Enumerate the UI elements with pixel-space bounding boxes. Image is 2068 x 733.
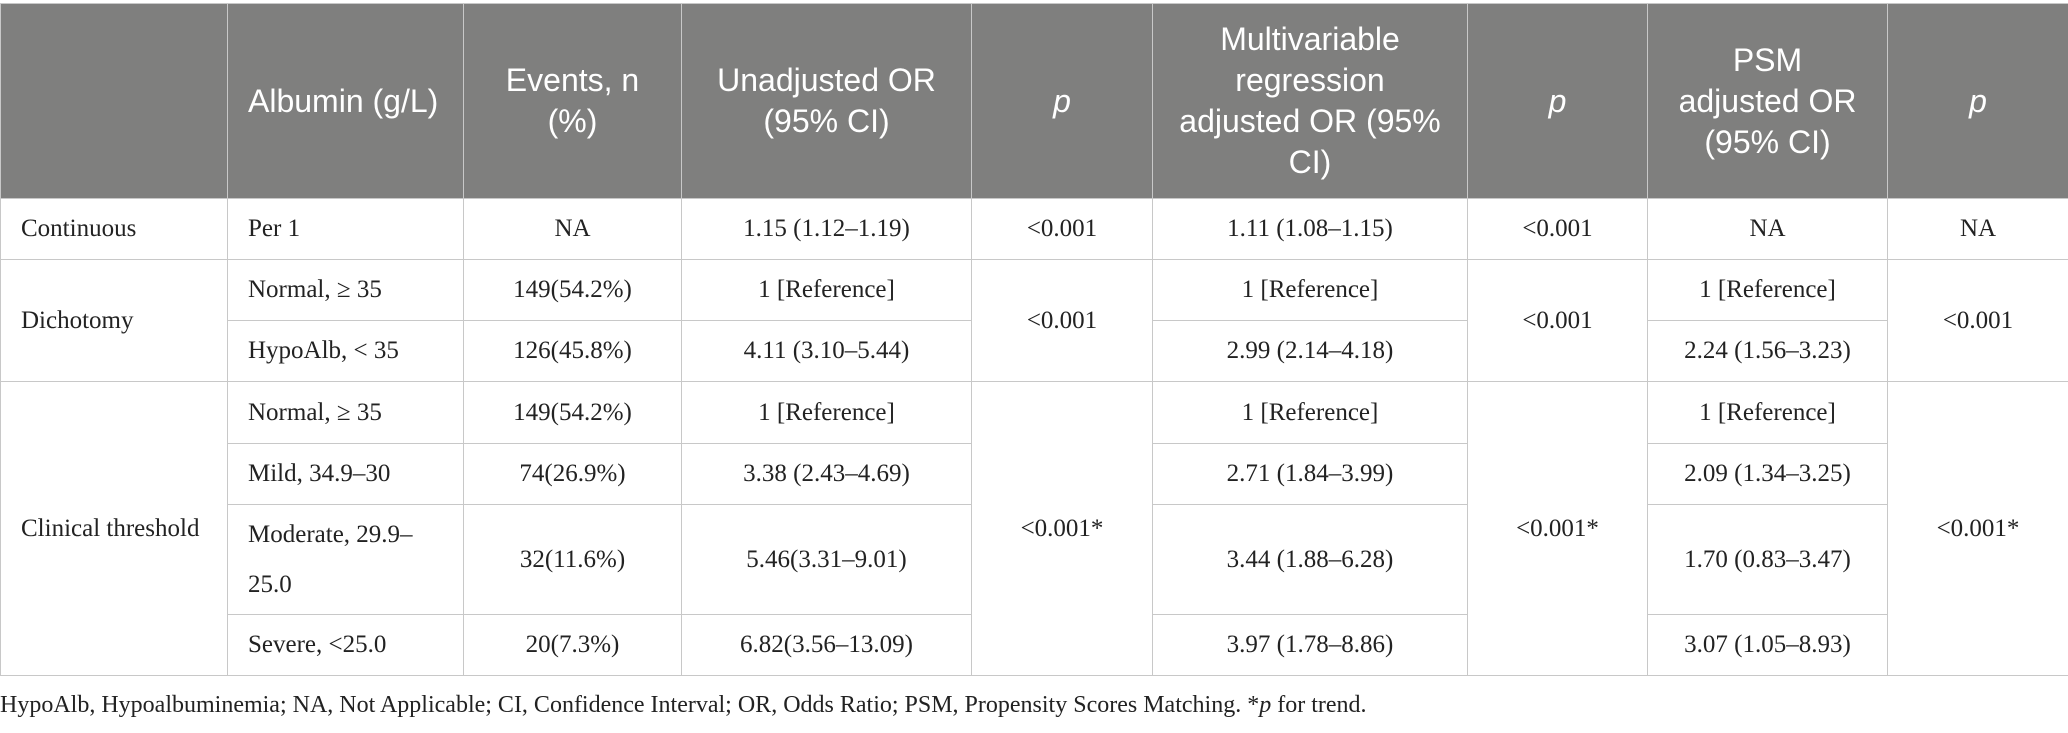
cell-p-multivariable: <0.001*	[1467, 381, 1648, 676]
cell-unadjusted-or: 1 [Reference]	[681, 381, 972, 444]
cell-psm-or: 1.70 (0.83–3.47)	[1647, 504, 1888, 615]
cell-p-unadjusted: <0.001	[971, 259, 1153, 382]
table-row: Severe, <25.0 20(7.3%) 6.82(3.56–13.09) …	[1, 614, 2068, 676]
cell-psm-or: NA	[1647, 198, 1888, 260]
cell-unadjusted-or: 3.38 (2.43–4.69)	[681, 443, 972, 505]
header-events: Events, n (%)	[463, 3, 682, 199]
header-p-unadjusted: p	[971, 3, 1153, 199]
cell-p-psm: <0.001	[1887, 259, 2068, 382]
table-row: Dichotomy Normal, ≥ 35 149(54.2%) 1 [Ref…	[0, 259, 2068, 382]
cell-multivariable-or: 2.71 (1.84–3.99)	[1152, 443, 1468, 505]
header-unadjusted-or: Unadjusted OR (95% CI)	[681, 3, 972, 199]
cell-p-unadjusted: <0.001	[971, 198, 1153, 260]
header-row: Albumin (g/L) Events, n (%) Unadjusted O…	[0, 3, 2068, 199]
cell-multivariable-or: 1.11 (1.08–1.15)	[1152, 198, 1468, 260]
table-row: Moderate, 29.9–25.0 32(11.6%) 5.46(3.31–…	[1, 504, 2068, 615]
cell-p-psm: <0.001*	[1887, 381, 2068, 676]
footnote-text: HypoAlb, Hypoalbuminemia; NA, Not Applic…	[0, 692, 1260, 718]
header-multivariable-or: Multivariable regression adjusted OR (95…	[1152, 3, 1468, 199]
cell-events: 74(26.9%)	[463, 443, 682, 505]
cell-events: 149(54.2%)	[463, 381, 682, 444]
cell-psm-or: 2.24 (1.56–3.23)	[1647, 320, 1888, 382]
cell-unadjusted-or: 5.46(3.31–9.01)	[681, 504, 972, 615]
header-p-multivariable: p	[1467, 3, 1648, 199]
header-psm-or: PSM adjusted OR (95% CI)	[1647, 3, 1888, 199]
cell-events: 149(54.2%)	[463, 259, 682, 321]
cell-albumin: Mild, 34.9–30	[227, 443, 464, 505]
cell-events: 126(45.8%)	[463, 320, 682, 382]
cell-psm-or: 3.07 (1.05–8.93)	[1647, 614, 1888, 676]
cell-multivariable-or: 2.99 (2.14–4.18)	[1152, 320, 1468, 382]
row-category-continuous: Continuous	[0, 198, 228, 260]
header-category	[0, 3, 228, 199]
cell-p-multivariable: <0.001	[1467, 259, 1648, 382]
cell-unadjusted-or: 6.82(3.56–13.09)	[681, 614, 972, 676]
table-row: Clinical threshold Normal, ≥ 35 149(54.2…	[0, 381, 2068, 676]
footnote-tail: for trend.	[1271, 692, 1367, 718]
results-table: Albumin (g/L) Events, n (%) Unadjusted O…	[0, 3, 2068, 676]
header-albumin: Albumin (g/L)	[227, 3, 464, 199]
cell-albumin: Per 1	[227, 198, 464, 260]
cell-albumin: Normal, ≥ 35	[227, 259, 464, 321]
cell-p-multivariable: <0.001	[1467, 198, 1648, 260]
cell-unadjusted-or: 1.15 (1.12–1.19)	[681, 198, 972, 260]
cell-unadjusted-or: 4.11 (3.10–5.44)	[681, 320, 972, 382]
table-footnote: HypoAlb, Hypoalbuminemia; NA, Not Applic…	[0, 692, 1367, 719]
cell-psm-or: 1 [Reference]	[1647, 259, 1888, 321]
cell-events: NA	[463, 198, 682, 260]
row-category-dichotomy: Dichotomy	[0, 259, 228, 382]
cell-unadjusted-or: 1 [Reference]	[681, 259, 972, 321]
cell-albumin: HypoAlb, < 35	[227, 320, 464, 382]
cell-psm-or: 1 [Reference]	[1647, 381, 1888, 444]
cell-psm-or: 2.09 (1.34–3.25)	[1647, 443, 1888, 505]
table-row: Mild, 34.9–30 74(26.9%) 3.38 (2.43–4.69)…	[1, 443, 2068, 505]
cell-multivariable-or: 1 [Reference]	[1152, 381, 1468, 444]
cell-multivariable-or: 3.44 (1.88–6.28)	[1152, 504, 1468, 615]
cell-albumin: Severe, <25.0	[227, 614, 464, 676]
cell-albumin: Normal, ≥ 35	[227, 381, 464, 444]
table-row: Continuous Per 1 NA 1.15 (1.12–1.19) <0.…	[0, 198, 2068, 260]
header-p-psm: p	[1887, 3, 2068, 199]
cell-multivariable-or: 1 [Reference]	[1152, 259, 1468, 321]
cell-multivariable-or: 3.97 (1.78–8.86)	[1152, 614, 1468, 676]
footnote-p-symbol: p	[1259, 692, 1272, 718]
cell-events: 32(11.6%)	[463, 504, 682, 615]
cell-p-unadjusted: <0.001*	[971, 381, 1153, 676]
cell-p-psm: NA	[1887, 198, 2068, 260]
cell-albumin: Moderate, 29.9–25.0	[227, 504, 464, 615]
cell-events: 20(7.3%)	[463, 614, 682, 676]
row-category-clinical-threshold: Clinical threshold	[0, 381, 228, 676]
